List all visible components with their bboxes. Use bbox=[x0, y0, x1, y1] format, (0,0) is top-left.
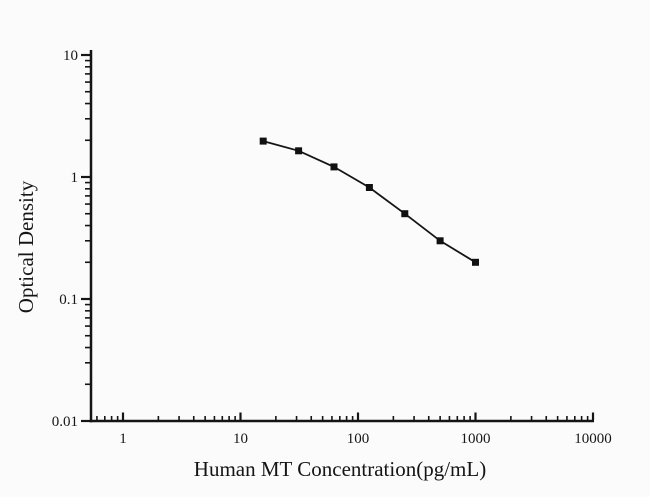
data-point-marker bbox=[401, 210, 409, 218]
data-point-marker bbox=[330, 163, 338, 171]
y-axis-title: Optical Density bbox=[14, 180, 38, 313]
x-tick-label: 10 bbox=[233, 431, 248, 447]
data-point-marker bbox=[436, 237, 444, 245]
x-tick-label: 1000 bbox=[461, 431, 491, 447]
data-series bbox=[259, 137, 479, 266]
y-tick-label: 0.01 bbox=[52, 414, 78, 430]
data-point-marker bbox=[259, 137, 267, 145]
data-point-marker bbox=[472, 258, 479, 266]
y-tick-label: 0.1 bbox=[59, 292, 78, 308]
x-tick-label: 1 bbox=[119, 431, 127, 447]
x-tick-label: 100 bbox=[347, 431, 370, 447]
axes bbox=[89, 50, 594, 423]
x-tick-label: 10000 bbox=[574, 431, 612, 447]
data-point-marker bbox=[365, 184, 373, 191]
y-tick-label: 10 bbox=[63, 48, 78, 64]
x-axis-title: Human MT Concentration(pg/mL) bbox=[194, 457, 486, 481]
data-point-marker bbox=[295, 147, 303, 155]
y-tick-label: 1 bbox=[71, 170, 79, 186]
axis-ticks bbox=[81, 53, 595, 423]
standard-curve-line bbox=[262, 140, 476, 264]
axis-tick-labels: 1 10 100 1000 10000 0.01 0.1 1 10 bbox=[52, 48, 612, 447]
